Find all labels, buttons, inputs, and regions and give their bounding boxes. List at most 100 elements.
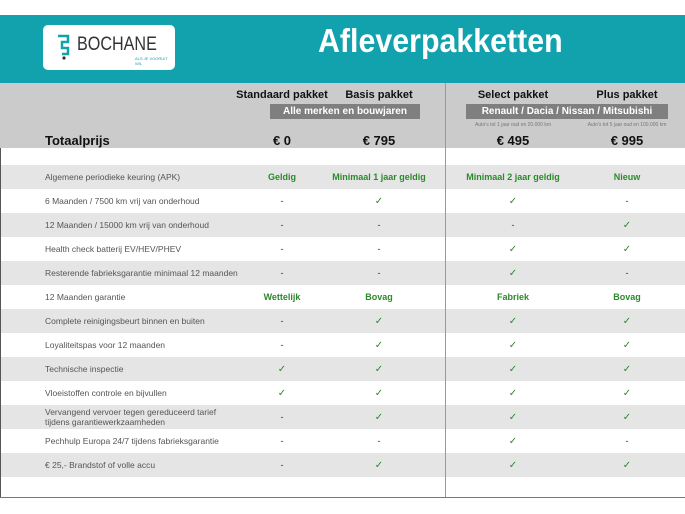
dash-cell: - (511, 220, 515, 230)
banner-all-brands: Alle merken en bouwjaren (270, 104, 420, 119)
logo: BOCHANE ALS JE VOORUIT WIL (43, 25, 175, 70)
check-icon: ✓ (622, 387, 632, 399)
feature-label: Health check batterij EV/HEV/PHEV (45, 244, 182, 254)
package-name-basis: Basis pakket (345, 89, 413, 101)
feature-label: Pechhulp Europa 24/7 tijdens fabrieksgar… (45, 436, 219, 446)
dash-cell: - (280, 436, 284, 446)
feature-label: Resterende fabrieksgarantie minimaal 12 … (45, 268, 238, 278)
value-cell: Wettelijk (263, 292, 301, 302)
feature-label: 12 Maanden / 15000 km vrij van onderhoud (45, 220, 209, 230)
check-icon: ✓ (277, 387, 287, 399)
check-icon: ✓ (508, 267, 518, 279)
price-plus: € 995 (610, 133, 644, 148)
dash-cell: - (280, 268, 284, 278)
check-icon: ✓ (622, 363, 632, 375)
table-row: Resterende fabrieksgarantie minimaal 12 … (0, 261, 685, 285)
table-row: Vloeistoffen controle en bijvullen ✓ ✓ ✓ ✓ (0, 381, 685, 405)
value-cell: Geldig (267, 172, 296, 182)
check-icon: ✓ (508, 387, 518, 399)
value-cell: Minimaal 2 jaar geldig (466, 172, 560, 182)
check-icon: ✓ (374, 387, 384, 399)
dash-cell: - (377, 268, 381, 278)
logo-mark-icon (58, 34, 70, 60)
dash-cell: - (377, 244, 381, 254)
dash-cell: - (280, 244, 284, 254)
table-row: Vervangend vervoer tegen gereduceerd tar… (0, 405, 685, 429)
column-divider (445, 83, 446, 498)
check-icon: ✓ (374, 195, 384, 207)
feature-label: Vervangend vervoer tegen gereduceerd tar… (45, 407, 217, 427)
table-row: Algemene periodieke keuring (APK) Geldig M… (0, 165, 685, 189)
feature-label: Complete reinigingsbeurt binnen en buite… (45, 316, 205, 326)
check-icon: ✓ (277, 363, 287, 375)
value-cell: Fabriek (496, 292, 529, 302)
feature-label: Loyaliteitspas voor 12 maanden (45, 340, 166, 350)
check-icon: ✓ (508, 435, 518, 447)
dash-cell: - (280, 196, 284, 206)
check-icon: ✓ (374, 363, 384, 375)
price-select: € 495 (496, 133, 530, 148)
dash-cell: - (625, 436, 629, 446)
total-label: Totaalprijs (45, 133, 110, 148)
feature-label: Vloeistoffen controle en bijvullen (45, 388, 167, 398)
feature-label: 12 Maanden garantie (45, 292, 126, 302)
feature-label: 6 Maanden / 7500 km vrij van onderhoud (45, 196, 200, 206)
feature-label: € 25,- Brandstof of volle accu (45, 460, 156, 470)
check-icon: ✓ (622, 411, 632, 423)
check-icon: ✓ (622, 315, 632, 327)
check-icon: ✓ (508, 315, 518, 327)
check-icon: ✓ (508, 459, 518, 471)
check-icon: ✓ (508, 195, 518, 207)
dash-cell: - (280, 220, 284, 230)
dash-cell: - (377, 436, 381, 446)
check-icon: ✓ (508, 411, 518, 423)
banner-brands: Renault / Dacia / Nissan / Mitsubishi (466, 104, 668, 119)
value-cell: Minimaal 1 jaar geldig (332, 172, 426, 182)
left-border (0, 148, 1, 498)
package-name-standaard: Standaard pakket (236, 89, 328, 101)
note-select: Auto's tot 1 jaar oud en 20.000 km (474, 122, 551, 128)
package-name-plus: Plus pakket (596, 89, 658, 101)
table-row: Pechhulp Europa 24/7 tijdens fabrieksgar… (0, 429, 685, 453)
feature-label: Technische inspectie (45, 364, 124, 374)
value-cell: Bovag (613, 292, 641, 302)
dash-cell: - (280, 340, 284, 350)
note-plus: Auto's tot 5 jaar oud en 100.000 km (587, 122, 667, 128)
value-cell: Bovag (365, 292, 393, 302)
table-row: Health check batterij EV/HEV/PHEV - - ✓ ✓ (0, 237, 685, 261)
price-basis: € 795 (362, 133, 396, 148)
dash-cell: - (377, 220, 381, 230)
check-icon: ✓ (374, 459, 384, 471)
check-icon: ✓ (622, 219, 632, 231)
check-icon: ✓ (374, 339, 384, 351)
feature-label: Algemene periodieke keuring (APK) (45, 172, 181, 182)
price-standaard: € 0 (272, 133, 292, 148)
dash-cell: - (625, 196, 629, 206)
check-icon: ✓ (622, 459, 632, 471)
check-icon: ✓ (508, 363, 518, 375)
table-row: € 25,- Brandstof of volle accu - ✓ ✓ ✓ (0, 453, 685, 477)
table-row: Loyaliteitspas voor 12 maanden - ✓ ✓ ✓ (0, 333, 685, 357)
package-name-select: Select pakket (477, 89, 549, 101)
dash-cell: - (280, 316, 284, 326)
logo-tagline: ALS JE VOORUIT WIL (135, 56, 168, 66)
dash-cell: - (280, 460, 284, 470)
table-row: Technische inspectie ✓ ✓ ✓ ✓ (0, 357, 685, 381)
check-icon: ✓ (508, 243, 518, 255)
table-row: 12 Maanden garantie Wettelijk Bovag Fabriek… (0, 285, 685, 309)
check-icon: ✓ (622, 339, 632, 351)
feature-table: Algemene periodieke keuring (APK) Geldig M… (0, 165, 685, 477)
page-title: Afleverpakketten (318, 22, 563, 59)
check-icon: ✓ (374, 315, 384, 327)
check-icon: ✓ (508, 339, 518, 351)
table-row: 6 Maanden / 7500 km vrij van onderhoud - ✓… (0, 189, 685, 213)
value-cell: Nieuw (613, 172, 641, 182)
table-row: Complete reinigingsbeurt binnen en buite… (0, 309, 685, 333)
dash-cell: - (625, 268, 629, 278)
bottom-border (0, 497, 685, 498)
dash-cell: - (280, 412, 284, 422)
check-icon: ✓ (374, 411, 384, 423)
check-icon: ✓ (622, 243, 632, 255)
table-row: 12 Maanden / 15000 km vrij van onderhoud… (0, 213, 685, 237)
logo-name: BOCHANE (77, 34, 157, 55)
